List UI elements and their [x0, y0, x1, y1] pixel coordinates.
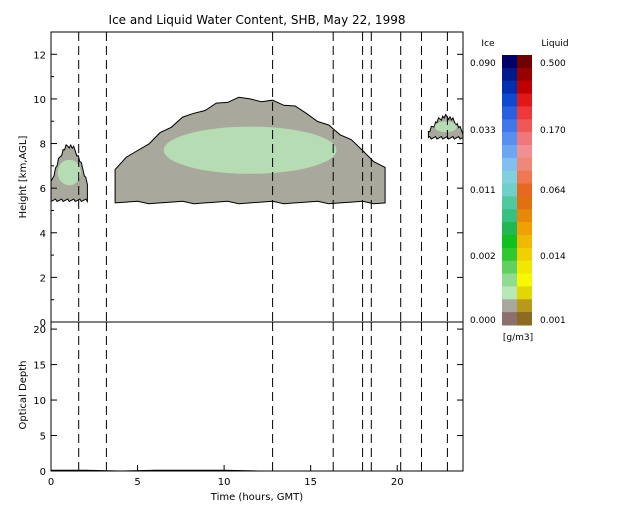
ice-swatch [502, 170, 517, 185]
y-tick-label: 15 [33, 361, 46, 372]
ice-swatch [502, 157, 517, 172]
colorbar-liquid-swatches [517, 55, 532, 326]
ice-swatch [502, 273, 517, 287]
liquid-swatch [517, 273, 532, 287]
bottom-y-axis-label: Optical Depth [18, 361, 29, 430]
liquid-scale-label: 0.014 [540, 252, 566, 262]
liquid-swatch [517, 67, 532, 82]
y-tick-label: 4 [40, 229, 46, 240]
ice-scale-label: 0.033 [470, 126, 496, 136]
colorbar-ice-header: Ice [481, 39, 495, 49]
colorbar-units: [g/m3] [503, 333, 533, 343]
ice-swatch [502, 260, 517, 275]
ice-swatch [502, 209, 517, 223]
ice-scale-label: 0.000 [470, 316, 496, 326]
ice-swatch [502, 145, 517, 159]
ice-swatch [502, 132, 517, 146]
cloud-field [50, 96, 464, 205]
liquid-swatch [517, 170, 532, 185]
y-tick-label: 10 [33, 95, 46, 106]
cloud-liquid-patch [434, 121, 457, 133]
bottom-dashed-lines [78, 322, 448, 471]
liquid-scale-label: 0.500 [540, 59, 566, 69]
ice-swatch [502, 312, 517, 326]
liquid-scale-label: 0.170 [540, 126, 566, 136]
liquid-swatch [517, 55, 532, 69]
liquid-scale-label: 0.001 [540, 316, 566, 326]
top-y-axis-label: Height [km,AGL] [18, 136, 29, 219]
bottom-y-ticks: 0 5 10 15 20 [33, 325, 463, 478]
optical-depth-panel: 0 5 10 15 20 0 5 10 15 20 Optical Depth Time (ho… [18, 321, 464, 503]
x-tick-label: 5 [134, 477, 140, 488]
ice-swatch [502, 55, 517, 69]
ice-scale-label: 0.002 [470, 252, 496, 262]
liquid-swatch [517, 145, 532, 159]
y-tick-label: 0 [40, 467, 46, 478]
ice-swatch [502, 119, 517, 133]
ice-swatch [502, 286, 517, 300]
ice-swatch [502, 80, 517, 95]
y-tick-label: 6 [40, 184, 46, 195]
y-tick-label: 5 [40, 432, 46, 443]
x-tick-label: 20 [391, 477, 404, 488]
liquid-swatch [517, 286, 532, 300]
liquid-swatch [517, 312, 532, 326]
ice-swatch [502, 235, 517, 249]
ice-swatch [502, 196, 517, 210]
y-tick-label: 10 [33, 396, 46, 407]
liquid-swatch [517, 196, 532, 210]
bottom-x-ticks: 0 5 10 15 20 [48, 465, 404, 488]
y-tick-label: 8 [40, 140, 46, 151]
liquid-swatch [517, 235, 532, 249]
liquid-swatch [517, 222, 532, 236]
x-tick-label: 10 [218, 477, 231, 488]
top-dashed-lines [78, 32, 448, 322]
x-tick-label: 15 [304, 477, 317, 488]
ice-scale-label: 0.090 [470, 59, 496, 69]
y-tick-label: 20 [33, 325, 46, 336]
liquid-scale-label: 0.064 [540, 186, 566, 196]
ice-liquid-panel: 0 2 4 6 8 10 12 Height [km,AGL] [18, 31, 464, 329]
colorbar-liquid-header: Liquid [541, 39, 568, 49]
ice-scale-label: 0.011 [470, 186, 496, 196]
y-tick-label: 2 [40, 273, 46, 284]
ice-swatch [502, 299, 517, 313]
cloud-liquid-patch [163, 126, 337, 174]
x-axis-label: Time (hours, GMT) [210, 492, 304, 503]
colorbar: Ice Liquid 0.090 0.033 0.011 0.002 0.000 0.50… [470, 39, 569, 343]
y-tick-label: 12 [33, 50, 46, 61]
liquid-swatch [517, 157, 532, 172]
liquid-swatch [517, 93, 532, 107]
liquid-swatch [517, 209, 532, 223]
colorbar-labels: 0.090 0.033 0.011 0.002 0.000 0.500 0.170 0.064… [470, 59, 566, 326]
ice-swatch [502, 222, 517, 236]
ice-swatch [502, 93, 517, 107]
liquid-swatch [517, 299, 532, 313]
ice-swatch [502, 106, 517, 120]
cloud-liquid-patch [57, 159, 81, 186]
liquid-swatch [517, 260, 532, 275]
x-tick-label: 0 [48, 477, 54, 488]
ice-swatch [502, 183, 517, 197]
colorbar-ice-swatches [502, 55, 517, 326]
ice-swatch [502, 67, 517, 82]
liquid-swatch [517, 80, 532, 95]
liquid-swatch [517, 106, 532, 120]
liquid-swatch [517, 132, 532, 146]
bottom-plot-frame [50, 321, 464, 472]
y-tick-label: 0 [40, 318, 46, 329]
liquid-swatch [517, 119, 532, 133]
liquid-swatch [517, 183, 532, 197]
ice-swatch [502, 247, 517, 262]
liquid-swatch [517, 247, 532, 262]
chart-title: Ice and Liquid Water Content, SHB, May 2… [109, 13, 406, 27]
